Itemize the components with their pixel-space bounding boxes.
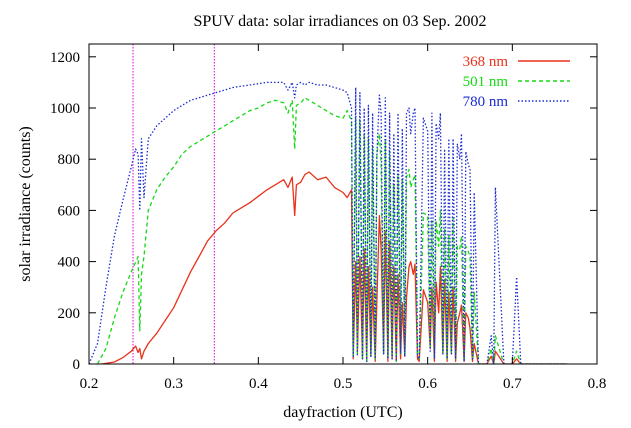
y-tick-label: 400 xyxy=(58,255,81,271)
legend-label: 368 nm xyxy=(463,54,509,70)
series-line-3 xyxy=(89,81,568,364)
x-axis-label: dayfraction (UTC) xyxy=(283,404,403,421)
x-tick-label: 0.4 xyxy=(249,376,268,392)
axis-ticks: 0.2 0.3 0.4 0.5 0.6 0.7 0.8 0 200 400 600 800 1000 12… xyxy=(50,44,606,392)
series-line-2 xyxy=(96,97,568,364)
y-tick-label: 800 xyxy=(58,152,81,168)
x-tick-label: 0.5 xyxy=(334,376,353,392)
x-tick-label: 0.2 xyxy=(80,376,99,392)
y-tick-label: 1200 xyxy=(50,50,80,66)
legend-label: 780 nm xyxy=(463,94,509,110)
legend-label: 501 nm xyxy=(463,74,509,90)
x-tick-label: 0.7 xyxy=(503,376,522,392)
y-tick-label: 600 xyxy=(58,203,81,219)
legend: 368 nm 501 nm 780 nm xyxy=(463,54,570,110)
vertical-markers xyxy=(132,44,215,364)
plot-frame xyxy=(88,43,598,365)
series-layer xyxy=(89,81,568,364)
y-tick-label: 1000 xyxy=(50,101,80,117)
y-tick-label: 0 xyxy=(73,357,81,373)
y-tick-label: 200 xyxy=(58,306,81,322)
x-tick-label: 0.6 xyxy=(418,376,437,392)
chart-title: SPUV data: solar irradiances on 03 Sep. … xyxy=(194,13,487,30)
y-axis-label: solar irradiance (counts) xyxy=(17,126,34,281)
x-tick-label: 0.8 xyxy=(588,376,607,392)
series-line-1 xyxy=(101,171,568,364)
x-tick-label: 0.3 xyxy=(164,376,183,392)
